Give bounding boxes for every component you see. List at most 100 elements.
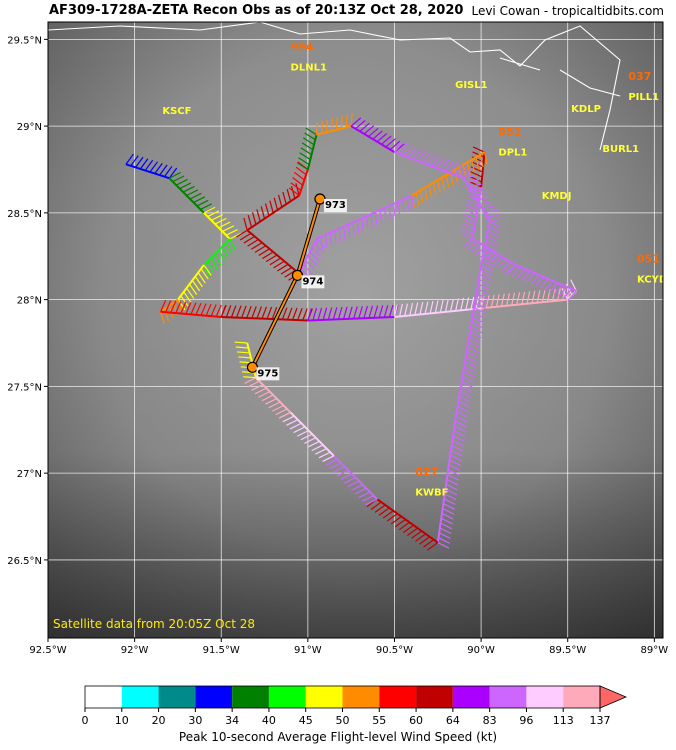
- wind-barb: [447, 469, 460, 476]
- wind-barb: [239, 232, 252, 241]
- wind-barb: [358, 491, 371, 499]
- wind-barb: [484, 209, 498, 214]
- wind-barb: [466, 351, 479, 359]
- wind-barb: [443, 498, 456, 506]
- wind-barb: [444, 299, 449, 313]
- wind-barb: [298, 157, 310, 166]
- wind-barb: [218, 249, 225, 262]
- wind-barb: [452, 435, 465, 442]
- wind-barb: [447, 474, 460, 481]
- wind-barb: [368, 127, 379, 137]
- lon-tick-label: 89°W: [641, 645, 669, 656]
- wind-barb: [516, 292, 521, 305]
- wind-barb: [168, 171, 181, 179]
- wind-barb: [183, 291, 192, 303]
- wind-barb: [180, 301, 187, 314]
- wind-barb: [389, 140, 401, 150]
- lon-tick-label: 90°W: [467, 645, 495, 656]
- wind-barb: [464, 208, 477, 216]
- wind-barb: [347, 224, 351, 238]
- colorbar-tick-label: 10: [115, 714, 129, 727]
- wind-barb: [468, 336, 481, 344]
- wind-barb: [191, 280, 201, 292]
- center-track-line: [296, 198, 321, 276]
- center-fix-label-box: [301, 275, 325, 289]
- wind-barb: [407, 147, 417, 158]
- wind-barb: [526, 291, 531, 304]
- wind-speed-colorbar: 0 10 20 30 34 40 45 50 55 60 64 83 96 113 137: [82, 685, 628, 727]
- wind-barb: [466, 199, 479, 207]
- wind-barb: [470, 326, 483, 334]
- wind-barb: [511, 266, 521, 277]
- wind-barb: [489, 221, 502, 229]
- wind-barb: [175, 301, 182, 314]
- wind-barb: [475, 157, 480, 170]
- wind-barb: [363, 125, 375, 135]
- wind-barb: [404, 303, 409, 317]
- flight-leg-segment: [471, 264, 483, 318]
- wind-barb: [474, 192, 487, 197]
- flight-leg-segment: [307, 315, 395, 322]
- wind-barb: [390, 516, 402, 525]
- wind-barb: [311, 247, 322, 257]
- colorbar-segment: [195, 686, 233, 708]
- wind-barb: [190, 302, 197, 315]
- wind-barb: [379, 209, 382, 223]
- wind-barb: [432, 182, 437, 196]
- wind-barb: [280, 266, 293, 275]
- wind-barb: [186, 287, 195, 299]
- wind-barb: [463, 167, 473, 179]
- wind-barb: [398, 521, 410, 531]
- colorbar-tick-label: 96: [519, 714, 533, 727]
- station-id: GISL1: [455, 80, 488, 91]
- wind-barb: [426, 154, 436, 165]
- wind-barb: [203, 206, 216, 214]
- wind-barb: [200, 203, 213, 210]
- wind-barb: [462, 222, 475, 230]
- wind-barb: [282, 191, 287, 205]
- wind-barb: [225, 242, 233, 255]
- wind-barb: [474, 302, 487, 310]
- wind-barb: [316, 238, 326, 249]
- wind-barb: [305, 127, 317, 136]
- colorbar-segment: [563, 686, 600, 708]
- colorbar-tick-label: 83: [483, 714, 497, 727]
- wind-barb: [500, 293, 505, 307]
- wind-barb: [272, 404, 284, 412]
- map-title: AF309-1728A-ZETA Recon Obs as of 20:13Z …: [49, 3, 464, 18]
- wind-barb: [215, 304, 222, 317]
- wind-barb: [322, 307, 328, 321]
- center-fix-label-box: [256, 367, 280, 381]
- wind-barb: [454, 420, 467, 428]
- colorbar-segment: [305, 686, 343, 708]
- wind-barb: [194, 276, 203, 288]
- wind-barb: [388, 304, 394, 318]
- wind-barb: [175, 178, 188, 186]
- wind-barb: [165, 300, 172, 313]
- wind-barb: [320, 236, 323, 250]
- wind-barb: [207, 260, 214, 273]
- wind-barb: [530, 274, 540, 285]
- station-id: PILL1: [628, 92, 659, 103]
- wind-barb: [460, 297, 465, 311]
- wind-barb: [329, 232, 333, 246]
- wind-barb: [468, 341, 480, 349]
- lat-tick-label: 29°N: [17, 122, 42, 133]
- wind-barb: [444, 493, 457, 501]
- lat-tick-label: 29.5°N: [7, 35, 42, 46]
- wind-barb: [501, 261, 512, 272]
- wind-barb: [423, 539, 435, 548]
- colorbar-segment: [526, 686, 564, 708]
- station-id: KWBF: [415, 488, 448, 499]
- wind-barb: [461, 380, 474, 388]
- colorbar-tick-label: 64: [446, 714, 460, 727]
- wind-barb: [307, 255, 318, 266]
- wind-barb: [452, 439, 464, 447]
- wind-barb: [520, 270, 531, 281]
- wind-barb: [487, 230, 500, 238]
- wind-barb: [558, 286, 568, 297]
- wind-barb: [403, 145, 413, 156]
- wind-barb: [207, 210, 220, 218]
- wind-barb: [304, 437, 317, 444]
